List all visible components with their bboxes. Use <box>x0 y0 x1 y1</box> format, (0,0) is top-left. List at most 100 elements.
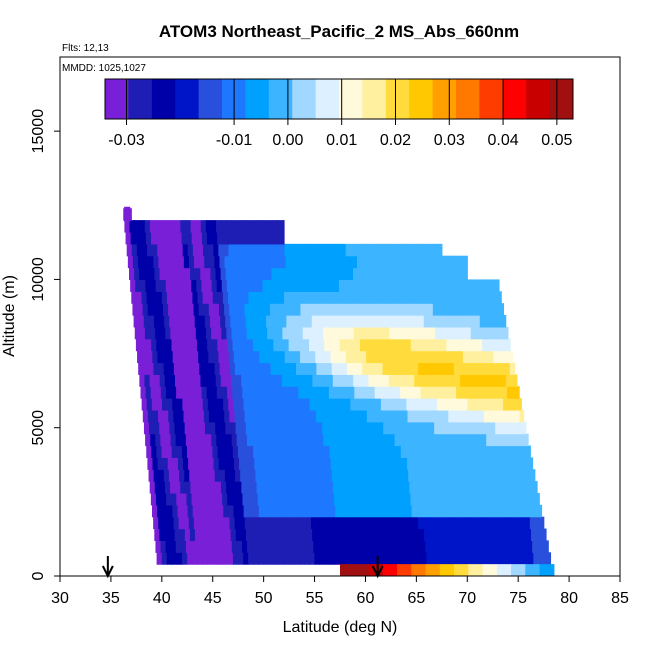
heatmap-cell <box>300 516 307 530</box>
heatmap-cell <box>374 279 381 292</box>
heatmap-cell <box>441 338 448 352</box>
heatmap-cell <box>356 457 362 470</box>
heatmap-cell <box>412 516 419 530</box>
heatmap-cell <box>488 350 495 364</box>
heatmap-cell <box>309 398 316 411</box>
heatmap-cell <box>391 243 398 257</box>
heatmap-cell <box>454 267 461 281</box>
heatmap-cell <box>492 338 498 352</box>
heatmap-cell <box>166 291 173 304</box>
heatmap-cell <box>266 481 273 494</box>
heatmap-cell <box>481 492 488 506</box>
heatmap-cell <box>414 374 420 387</box>
heatmap-cell <box>287 481 293 494</box>
heatmap-cell <box>444 528 451 542</box>
heatmap-cell <box>219 303 225 316</box>
heatmap-cell <box>460 374 466 387</box>
heatmap-cell <box>302 374 308 387</box>
heatmap-cell <box>462 398 469 411</box>
heatmap-cell <box>442 398 448 411</box>
heatmap-cell <box>228 243 235 257</box>
heatmap-cell <box>466 492 473 506</box>
heatmap-cell <box>234 255 241 269</box>
heatmap-cell <box>459 315 466 328</box>
heatmap-cell <box>473 350 479 364</box>
heatmap-cell <box>231 433 238 447</box>
heatmap-cell <box>336 255 343 269</box>
heatmap-cell <box>280 362 287 375</box>
heatmap-cell <box>403 315 410 328</box>
colorbar-swatch <box>409 79 434 119</box>
heatmap-cell <box>221 386 228 399</box>
heatmap-cell <box>495 481 502 494</box>
heatmap-cell <box>411 504 418 518</box>
heatmap-cell <box>448 409 454 423</box>
heatmap-cell <box>430 540 437 553</box>
heatmap-cell <box>380 398 387 411</box>
heatmap-cell <box>277 326 283 340</box>
heatmap-cell <box>439 481 446 494</box>
heatmap-cell <box>406 552 412 565</box>
heatmap-cell <box>306 315 313 328</box>
heatmap-cell <box>281 267 288 281</box>
heatmap-cell <box>238 504 245 518</box>
heatmap-cell <box>269 303 276 316</box>
heatmap-cell <box>169 374 176 387</box>
heatmap-cell <box>458 303 464 316</box>
heatmap-cell <box>206 492 213 506</box>
colorbar-tick-label: 0.03 <box>434 132 465 149</box>
heatmap-cell <box>165 540 172 553</box>
heatmap-cell <box>502 445 509 458</box>
heatmap-cell <box>204 362 211 375</box>
heatmap-cell <box>365 398 372 411</box>
heatmap-cell <box>186 279 192 292</box>
heatmap-cell <box>424 267 430 281</box>
heatmap-cell <box>364 279 371 292</box>
heatmap-cell <box>163 255 170 269</box>
heatmap-cell <box>369 433 375 447</box>
heatmap-cell <box>160 279 167 292</box>
heatmap-cell <box>467 552 473 565</box>
heatmap-cell <box>333 540 340 553</box>
heatmap-cell <box>492 291 499 304</box>
heatmap-cell <box>242 338 249 352</box>
heatmap-cell <box>448 255 455 269</box>
heatmap-cell <box>482 552 489 565</box>
heatmap-cell <box>465 540 472 553</box>
heatmap-cell <box>291 469 297 482</box>
heatmap-cell <box>281 315 287 328</box>
heatmap-cell <box>241 481 248 494</box>
heatmap-cell <box>297 433 304 447</box>
heatmap-cell <box>172 350 179 364</box>
heatmap-cell <box>219 362 226 375</box>
heatmap-cell <box>283 552 290 565</box>
heatmap-cell <box>483 303 490 316</box>
heatmap-cell <box>515 421 522 435</box>
heatmap-cell <box>257 386 264 399</box>
heatmap-cell <box>437 303 444 316</box>
heatmap-cell <box>125 231 132 245</box>
heatmap-cell <box>366 516 373 530</box>
heatmap-cell <box>537 492 540 506</box>
heatmap-cell <box>169 421 176 435</box>
heatmap-cell <box>219 516 226 530</box>
heatmap-cell <box>310 350 316 364</box>
heatmap-cell <box>254 409 261 423</box>
heatmap-cell <box>201 540 207 553</box>
heatmap-cell <box>427 457 434 470</box>
heatmap-cell <box>331 255 338 269</box>
heatmap-cell <box>525 421 527 435</box>
heatmap-cell <box>253 243 260 257</box>
heatmap-cell <box>477 445 483 458</box>
heatmap-cell <box>463 255 468 269</box>
heatmap-cell <box>206 540 213 553</box>
plot-frame <box>59 56 621 577</box>
heatmap-cell <box>463 457 469 470</box>
heatmap-cell <box>528 552 534 565</box>
heatmap-cell <box>443 255 450 269</box>
heatmap-cell <box>415 492 422 506</box>
heatmap-cell <box>409 267 415 281</box>
heatmap-cell <box>416 504 423 518</box>
heatmap-cell <box>273 231 279 245</box>
heatmap-cell <box>450 279 457 292</box>
